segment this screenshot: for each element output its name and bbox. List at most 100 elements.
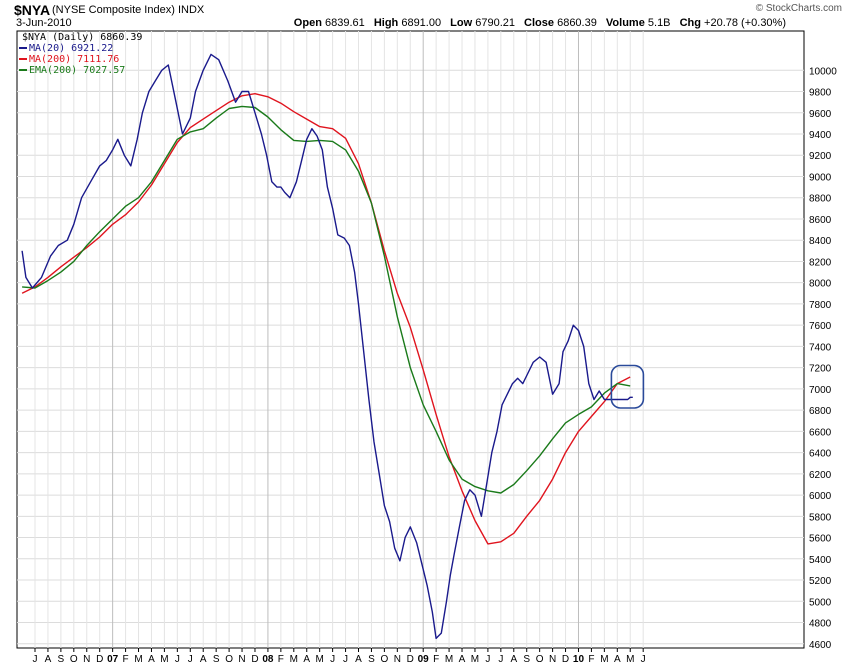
- low-stat: Low 6790.21: [450, 17, 515, 29]
- x-tick-label: A: [148, 654, 155, 665]
- open-label: Open: [293, 17, 322, 29]
- x-tick-label: J: [175, 654, 180, 665]
- volume-stat: Volume 5.1B: [606, 17, 671, 29]
- x-tick-label: 09: [418, 654, 430, 665]
- x-tick-label: J: [485, 654, 490, 665]
- y-tick-label: 4600: [809, 640, 832, 651]
- x-tick-label: J: [33, 654, 38, 665]
- x-tick-label: F: [588, 654, 594, 665]
- series-line-ma-200-: [21, 93, 631, 545]
- x-tick-label: D: [96, 654, 103, 665]
- x-tick-label: F: [433, 654, 439, 665]
- chart-symbol: $NYA: [14, 2, 51, 18]
- x-tick-label: F: [278, 654, 284, 665]
- grid-lines: [17, 31, 804, 648]
- y-tick-label: 9400: [809, 130, 832, 141]
- x-tick-label: S: [368, 654, 375, 665]
- index-name: (NYSE Composite Index): [52, 4, 175, 16]
- series-lines: [21, 53, 633, 640]
- y-tick-label: 5600: [809, 534, 832, 545]
- y-tick-label: 9800: [809, 88, 832, 99]
- y-tick-label: 6000: [809, 491, 832, 502]
- x-tick-label: M: [316, 654, 324, 665]
- annotation-highlight-box: [610, 364, 645, 409]
- x-tick-label: O: [536, 654, 544, 665]
- x-tick-label: M: [626, 654, 634, 665]
- x-tick-label: S: [213, 654, 220, 665]
- y-tick-label: 7400: [809, 342, 832, 353]
- x-tick-label: J: [188, 654, 193, 665]
- x-tick-label: S: [523, 654, 530, 665]
- open-stat: Open 6839.61: [294, 17, 365, 29]
- chart-description: (NYSE Composite Index) INDX: [52, 4, 204, 16]
- x-axis: J A S O N D 07 F M A M J J A S O N D 08 F M A M J J A S O N D 09 F M A M J J…: [33, 648, 646, 665]
- y-tick-label: 9000: [809, 172, 832, 183]
- y-tick-label: 9600: [809, 109, 832, 120]
- x-tick-label: J: [641, 654, 646, 665]
- x-tick-label: M: [471, 654, 479, 665]
- x-tick-label: D: [251, 654, 258, 665]
- source-credit: © StockCharts.com: [755, 3, 842, 14]
- y-tick-label: 10000: [809, 66, 837, 77]
- legend-entry: $NYA (Daily) 6860.39: [22, 32, 142, 43]
- low-value: 6790.21: [475, 17, 515, 29]
- y-tick-label: 8000: [809, 279, 832, 290]
- x-tick-label: M: [160, 654, 168, 665]
- y-tick-label: 5800: [809, 512, 832, 523]
- x-tick-label: A: [614, 654, 621, 665]
- open-value: 6839.61: [324, 17, 365, 29]
- y-tick-label: 8200: [809, 257, 832, 268]
- chg-label: Chg: [679, 17, 701, 29]
- y-tick-label: 7800: [809, 300, 832, 311]
- x-tick-label: N: [83, 654, 90, 665]
- x-tick-label: A: [355, 654, 362, 665]
- x-tick-label: 08: [262, 654, 274, 665]
- change-stat: Chg +20.78 (+0.30%): [680, 17, 786, 29]
- y-axis: 4600 4800 5000 5200 5400 5600 5800 6000 6200 6400…: [809, 66, 837, 650]
- y-tick-label: 5200: [809, 576, 832, 587]
- x-tick-label: S: [58, 654, 65, 665]
- x-tick-label: A: [459, 654, 466, 665]
- y-tick-label: 6400: [809, 449, 832, 460]
- x-tick-label: O: [70, 654, 78, 665]
- x-tick-label: M: [290, 654, 298, 665]
- x-tick-label: O: [225, 654, 233, 665]
- high-stat: High 6891.00: [374, 17, 441, 29]
- x-tick-label: A: [303, 654, 310, 665]
- y-tick-label: 8400: [809, 236, 832, 247]
- x-tick-label: J: [343, 654, 348, 665]
- y-tick-label: 5400: [809, 555, 832, 566]
- x-tick-label: F: [123, 654, 129, 665]
- close-label: Close: [524, 17, 555, 29]
- x-tick-label: A: [200, 654, 207, 665]
- y-tick-label: 5000: [809, 597, 832, 608]
- y-tick-label: 6800: [809, 406, 832, 417]
- series-line-ema-200-: [22, 105, 631, 494]
- series-line-ma-20-: [21, 53, 633, 640]
- x-tick-label: N: [549, 654, 556, 665]
- x-tick-label: D: [407, 654, 414, 665]
- legend-entry: MA(200) 7111.76: [29, 54, 119, 65]
- y-tick-label: 7200: [809, 364, 832, 375]
- y-tick-label: 4800: [809, 619, 832, 630]
- y-tick-label: 6600: [809, 427, 832, 438]
- y-tick-label: 8800: [809, 194, 832, 205]
- x-tick-label: M: [134, 654, 142, 665]
- x-tick-label: N: [238, 654, 245, 665]
- x-tick-label: D: [562, 654, 569, 665]
- volume-label: Volume: [605, 17, 645, 29]
- x-tick-label: M: [445, 654, 453, 665]
- ohlc-summary: Open 6839.61 High 6891.00 Low 6790.21 Cl…: [294, 17, 792, 29]
- x-tick-label: A: [510, 654, 517, 665]
- exchange-label: INDX: [177, 4, 205, 16]
- low-label: Low: [450, 17, 473, 29]
- x-tick-label: J: [330, 654, 335, 665]
- close-value: 6860.39: [557, 17, 597, 29]
- x-tick-label: O: [380, 654, 388, 665]
- y-tick-label: 7600: [809, 321, 832, 332]
- volume-value: 5.1B: [647, 17, 671, 29]
- x-tick-label: M: [600, 654, 608, 665]
- x-tick-label: N: [394, 654, 401, 665]
